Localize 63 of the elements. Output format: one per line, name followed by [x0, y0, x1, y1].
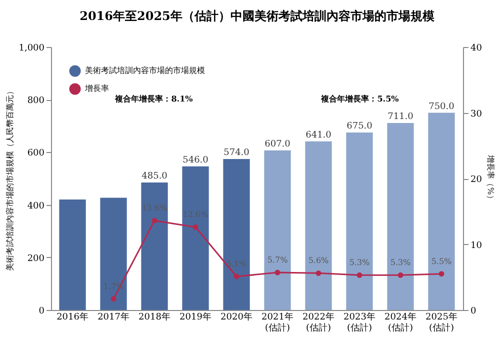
x-tick-label: 2022年 (估計) [302, 312, 334, 334]
point [356, 272, 362, 278]
data-label: 13.6% [142, 204, 168, 213]
data-label: 711.0 [388, 112, 414, 122]
annotation: 複合年增長率：8.1% [114, 94, 194, 104]
bar [141, 182, 168, 310]
bar [223, 159, 250, 310]
point [110, 296, 116, 302]
x-tick-label: 2023年 (估計) [344, 312, 376, 334]
data-label: 5.5% [431, 256, 452, 266]
data-label: 5.3% [349, 258, 370, 268]
data-label: 574.0 [224, 148, 250, 158]
y-tick-label: 800 [27, 96, 45, 106]
data-label: 546.0 [182, 155, 209, 166]
point [192, 224, 198, 230]
data-label: 5.7% [267, 256, 288, 265]
y-tick-label: 600 [27, 148, 45, 159]
data-label: 641.0 [306, 130, 332, 140]
bar [346, 132, 373, 310]
bar [264, 150, 291, 310]
y2-tick-label: 40 [470, 44, 482, 54]
legend-label: 增長率 [84, 84, 109, 93]
y2-tick-label: 10 [470, 240, 482, 251]
bar [59, 200, 86, 310]
data-label: 675.0 [346, 121, 373, 132]
data-label: 750.0 [428, 102, 455, 112]
y-tick-label: 0 [38, 306, 45, 316]
x-tick-label: 2017年 [98, 312, 130, 322]
bar [428, 112, 455, 310]
data-label: 5.1% [226, 259, 248, 268]
x-tick-label: 2020年 [220, 312, 252, 322]
x-tick-label: 2018年 [138, 312, 170, 322]
data-label: 12.6% [182, 210, 209, 220]
data-label: 5.3% [390, 258, 412, 268]
y-tick-label: 400 [27, 201, 45, 212]
annotation: 複合年增長率：5.5% [320, 94, 400, 104]
chart-title: 2016年至2025年（估計）中國美術考試培訓內容市場的市場規模 [80, 9, 434, 23]
y-axis-title: 美術考試培訓內容市場的市場規模（人民幣百萬元） [6, 87, 15, 271]
x-tick-label: 2019年 [180, 312, 212, 322]
point [398, 272, 404, 278]
y2-tick-label: 0 [470, 306, 476, 316]
y2-axis-title: 增長率（%） [486, 154, 495, 203]
bar [182, 166, 209, 310]
data-label: 485.0 [142, 171, 168, 182]
x-tick-label: 2024年 (估計) [384, 312, 416, 334]
point [438, 271, 444, 277]
y2-tick-label: 30 [470, 109, 482, 120]
bar [387, 123, 414, 310]
data-label: 5.6% [308, 256, 330, 266]
bar [100, 198, 127, 310]
data-label: 607.0 [264, 139, 291, 150]
y-tick-label: 200 [27, 254, 45, 264]
x-tick-label: 2016年 [56, 312, 88, 322]
y-tick-label: 1,000 [18, 44, 45, 54]
point [316, 270, 322, 276]
legend-label: 美術考試培訓內容市場的市場規模 [85, 66, 205, 75]
bar [305, 141, 332, 310]
point [234, 274, 240, 280]
y2-tick-label: 20 [470, 175, 482, 185]
x-tick-label: 2021年 (估計) [262, 312, 294, 334]
point [274, 270, 280, 276]
x-tick-label: 2025年 (估計) [426, 312, 458, 334]
point [152, 218, 158, 224]
